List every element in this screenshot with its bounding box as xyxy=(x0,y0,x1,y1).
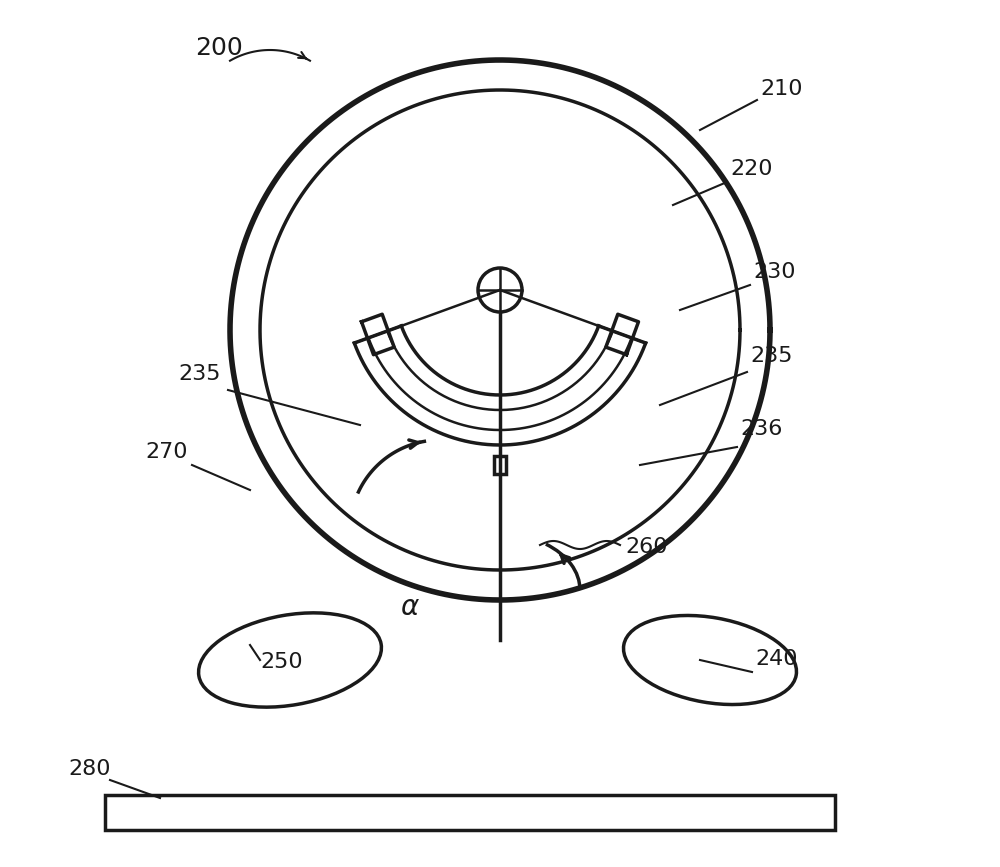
Text: 235: 235 xyxy=(178,364,221,384)
Text: 280: 280 xyxy=(68,759,111,779)
Text: 250: 250 xyxy=(260,652,303,672)
Text: 200: 200 xyxy=(195,36,243,60)
Text: 220: 220 xyxy=(730,159,772,179)
Text: $\alpha$: $\alpha$ xyxy=(400,593,420,621)
Text: 210: 210 xyxy=(760,79,802,99)
Text: 236: 236 xyxy=(740,419,782,439)
Text: 230: 230 xyxy=(753,262,796,282)
Bar xyxy=(105,795,835,830)
Text: 260: 260 xyxy=(625,537,668,557)
Text: 270: 270 xyxy=(145,442,188,462)
Text: 235: 235 xyxy=(750,346,792,366)
Text: 240: 240 xyxy=(755,649,798,669)
Bar xyxy=(494,456,506,474)
